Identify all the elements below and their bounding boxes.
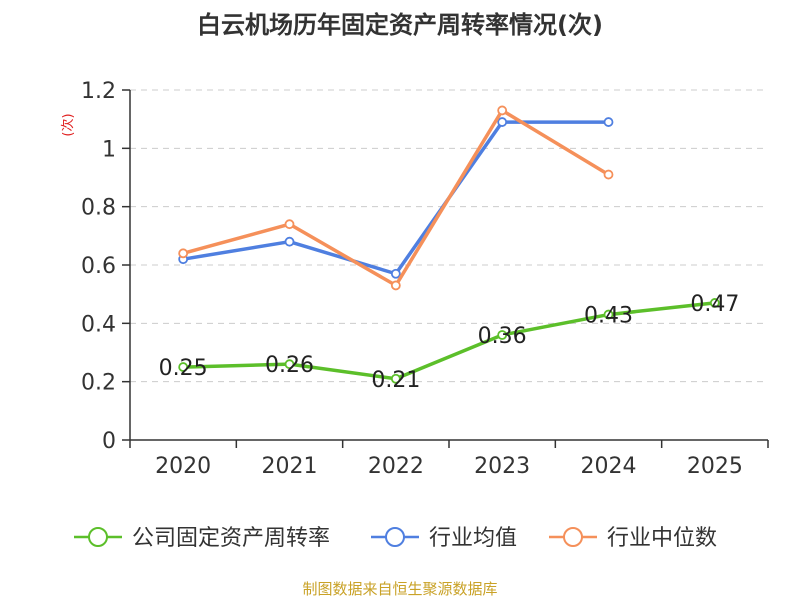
y-tick-label: 0.2	[81, 371, 116, 396]
data-label: 0.26	[265, 353, 314, 378]
y-tick-label: 1.2	[81, 79, 116, 104]
series-line	[182, 120, 609, 276]
data-point	[390, 373, 401, 384]
series-line	[182, 108, 610, 288]
data-point	[603, 309, 614, 320]
source-note: 制图数据来自恒生聚源数据库	[302, 580, 497, 598]
data-point	[284, 359, 295, 370]
data-label: 0.21	[371, 368, 420, 393]
legend-marker	[385, 527, 405, 547]
chart-title: 白云机场历年固定资产周转率情况(次)	[197, 11, 603, 39]
data-point	[284, 236, 295, 247]
data-point	[178, 362, 189, 372]
y-axis-label: (次)	[60, 113, 76, 136]
data-label: 0.43	[584, 304, 633, 329]
data-point	[390, 268, 401, 279]
x-tick-label: 2021	[262, 454, 318, 479]
x-tick-label: 2022	[368, 454, 424, 479]
legend-label: 行业均值	[429, 526, 517, 551]
axes: 0 0.2 0.4 0.6 0.8 1 1.2 2020 2021 2022 2023 2024 202…	[81, 79, 769, 479]
y-tick-label: 0	[102, 429, 116, 454]
data-label: 0.25	[159, 356, 208, 381]
y-tick-label: 1	[102, 137, 116, 162]
x-tick-label: 2024	[581, 454, 637, 479]
x-tick-label: 2023	[474, 454, 530, 479]
grid-lines	[130, 89, 768, 383]
data-point	[497, 105, 508, 116]
data-point	[390, 280, 401, 291]
data-point	[497, 117, 508, 127]
series-1	[178, 117, 614, 279]
legend-marker	[88, 527, 108, 547]
data-label: 0.36	[478, 324, 527, 349]
data-point	[603, 169, 614, 180]
y-tick-label: 0.4	[81, 312, 116, 337]
legend-item[interactable]: 行业中位数	[549, 526, 717, 551]
data-point	[284, 219, 295, 230]
series-lines	[178, 105, 720, 384]
legend-marker	[563, 527, 583, 547]
data-point	[497, 330, 508, 340]
data-point	[178, 248, 189, 259]
series-line	[183, 301, 716, 381]
legend-item[interactable]: 公司固定资产周转率	[74, 526, 330, 551]
data-point	[603, 117, 614, 127]
x-tick-label: 2020	[155, 454, 211, 479]
legend-label: 行业中位数	[607, 526, 717, 551]
data-point	[709, 298, 720, 308]
x-tick-label: 2025	[687, 454, 743, 479]
data-labels: 0.25 0.26 0.21 0.36 0.43 0.47	[159, 292, 740, 393]
y-tick-label: 0.6	[81, 254, 116, 279]
legend: 公司固定资产周转率 行业均值 行业中位数	[74, 526, 717, 551]
series-2	[178, 105, 614, 291]
series-0	[178, 298, 720, 384]
legend-item[interactable]: 行业均值	[371, 526, 517, 551]
data-label: 0.47	[690, 292, 739, 317]
legend-label: 公司固定资产周转率	[132, 526, 330, 551]
y-tick-label: 0.8	[81, 196, 116, 221]
